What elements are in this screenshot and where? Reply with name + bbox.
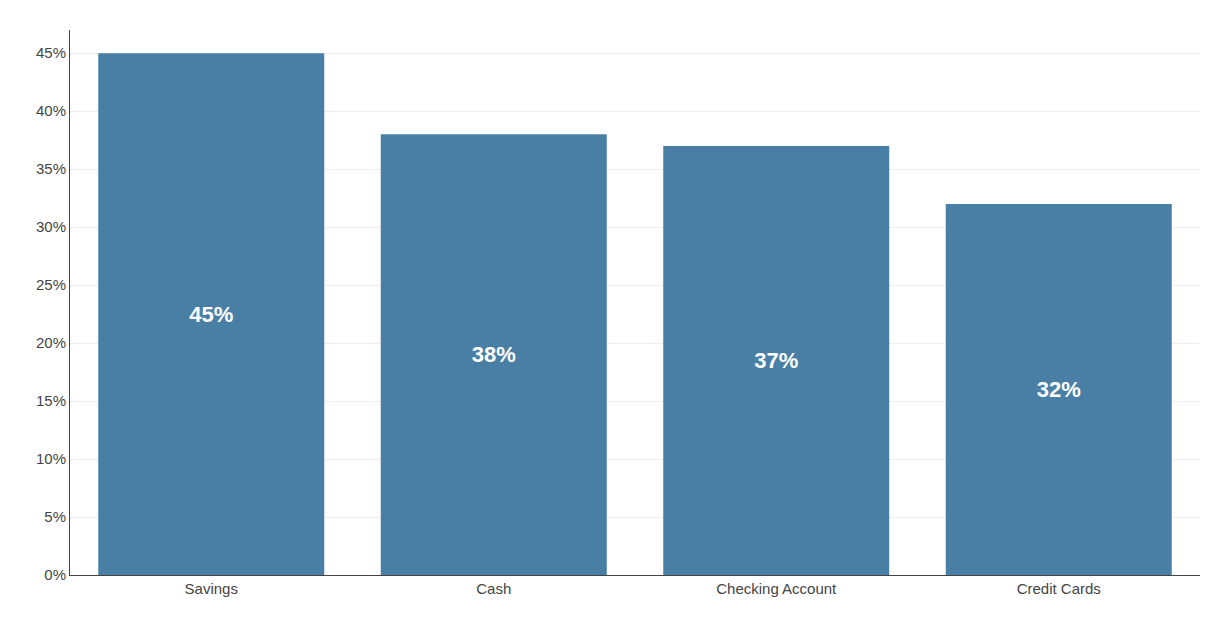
svg-text:45%: 45%	[36, 44, 66, 61]
svg-text:40%: 40%	[36, 102, 66, 119]
svg-text:10%: 10%	[36, 450, 66, 467]
svg-text:30%: 30%	[36, 218, 66, 235]
svg-text:35%: 35%	[36, 160, 66, 177]
svg-text:0%: 0%	[44, 566, 66, 583]
svg-text:15%: 15%	[36, 392, 66, 409]
svg-text:Credit Cards: Credit Cards	[1017, 580, 1101, 597]
svg-text:5%: 5%	[44, 508, 66, 525]
svg-text:Cash: Cash	[476, 580, 511, 597]
svg-text:45%: 45%	[189, 302, 233, 327]
svg-text:25%: 25%	[36, 276, 66, 293]
svg-text:37%: 37%	[754, 348, 798, 373]
svg-text:38%: 38%	[472, 342, 516, 367]
svg-text:32%: 32%	[1037, 377, 1081, 402]
svg-text:Savings: Savings	[185, 580, 238, 597]
svg-text:20%: 20%	[36, 334, 66, 351]
svg-text:Checking Account: Checking Account	[716, 580, 837, 597]
